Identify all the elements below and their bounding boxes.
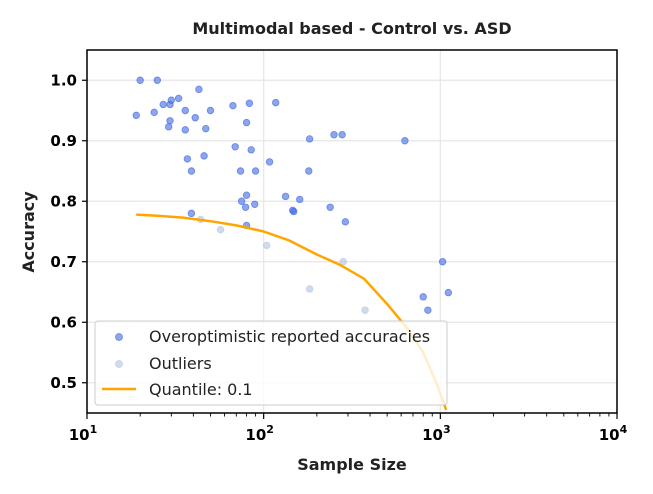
accuracy-point [265, 158, 274, 166]
x-tick-label: 103 [422, 423, 451, 444]
accuracy-point [164, 123, 173, 131]
accuracy-point [251, 200, 259, 208]
legend-label-outliers: Outliers [149, 354, 212, 373]
y-tick-label: 0.5 [50, 374, 77, 392]
accuracy-point [229, 101, 237, 110]
accuracy-point [231, 143, 239, 151]
accuracy-point [166, 117, 174, 125]
accuracy-point [200, 152, 208, 160]
accuracy-point [305, 135, 314, 143]
accuracy-point [195, 85, 203, 94]
accuracy-point [187, 167, 196, 175]
accuracy-point [159, 100, 167, 109]
accuracy-point [438, 258, 447, 266]
accuracy-point [237, 197, 246, 205]
accuracy-point [167, 96, 175, 104]
x-axis-label: Sample Size [297, 455, 407, 474]
x-tick-label: 102 [245, 423, 274, 444]
accuracy-point [136, 76, 144, 84]
accuracy-point [150, 108, 158, 117]
y-tick-label: 1.0 [50, 71, 77, 89]
accuracy-point [330, 130, 338, 139]
accuracy-point [251, 167, 260, 175]
chart-title: Multimodal based - Control vs. ASD [192, 19, 511, 38]
legend-marker-outliers [115, 360, 123, 368]
accuracy-point [191, 114, 199, 122]
outlier-point [361, 306, 369, 314]
y-tick-label: 0.9 [50, 132, 77, 150]
legend: Overoptimistic reported accuracies Outli… [94, 320, 448, 406]
accuracy-point [444, 288, 453, 297]
accuracy-point [206, 106, 215, 115]
accuracy-point [338, 130, 346, 139]
legend-marker-overoptimistic [115, 333, 123, 341]
accuracy-point [181, 106, 189, 115]
accuracy-point [419, 293, 427, 301]
accuracy-point [241, 203, 250, 211]
accuracy-point [181, 126, 189, 134]
y-tick-label: 0.7 [50, 253, 77, 271]
accuracy-point [341, 218, 350, 226]
accuracy-point [296, 195, 304, 204]
legend-box [94, 320, 448, 406]
accuracy-point [401, 137, 409, 145]
accuracy-point [174, 94, 183, 103]
accuracy-point [290, 207, 298, 216]
legend-label-overoptimistic: Overoptimistic reported accuracies [149, 327, 430, 346]
accuracy-point [424, 306, 432, 314]
accuracy-point [132, 111, 140, 120]
accuracy-point [326, 203, 334, 211]
plot-frame [86, 49, 618, 414]
accuracy-point [187, 209, 196, 218]
accuracy-point [242, 118, 251, 127]
accuracy-point [247, 146, 255, 154]
accuracy-point [245, 99, 254, 107]
outlier-point [339, 258, 347, 266]
outlier-point [262, 241, 271, 250]
outlier-point [305, 285, 314, 293]
x-tick-label: 104 [599, 423, 628, 444]
accuracy-point [281, 192, 290, 201]
y-tick-label: 0.8 [50, 192, 77, 210]
plot-area [132, 76, 453, 411]
accuracy-point [242, 191, 251, 199]
accuracy-point [153, 76, 162, 84]
accuracy-point [183, 155, 192, 163]
accuracy-point [272, 98, 280, 107]
axis-ticks: 0.5 0.6 0.7 0.8 0.9 1.0 101 102 103 104 [50, 71, 627, 444]
legend-label-quantile: Quantile: 0.1 [149, 380, 253, 399]
accuracy-point [236, 167, 245, 175]
y-axis-label: Accuracy [19, 191, 38, 273]
outlier-point [216, 225, 225, 234]
accuracy-point [305, 167, 313, 175]
x-tick-label: 101 [69, 423, 98, 444]
accuracy-point [202, 124, 210, 133]
y-tick-label: 0.6 [50, 313, 77, 331]
